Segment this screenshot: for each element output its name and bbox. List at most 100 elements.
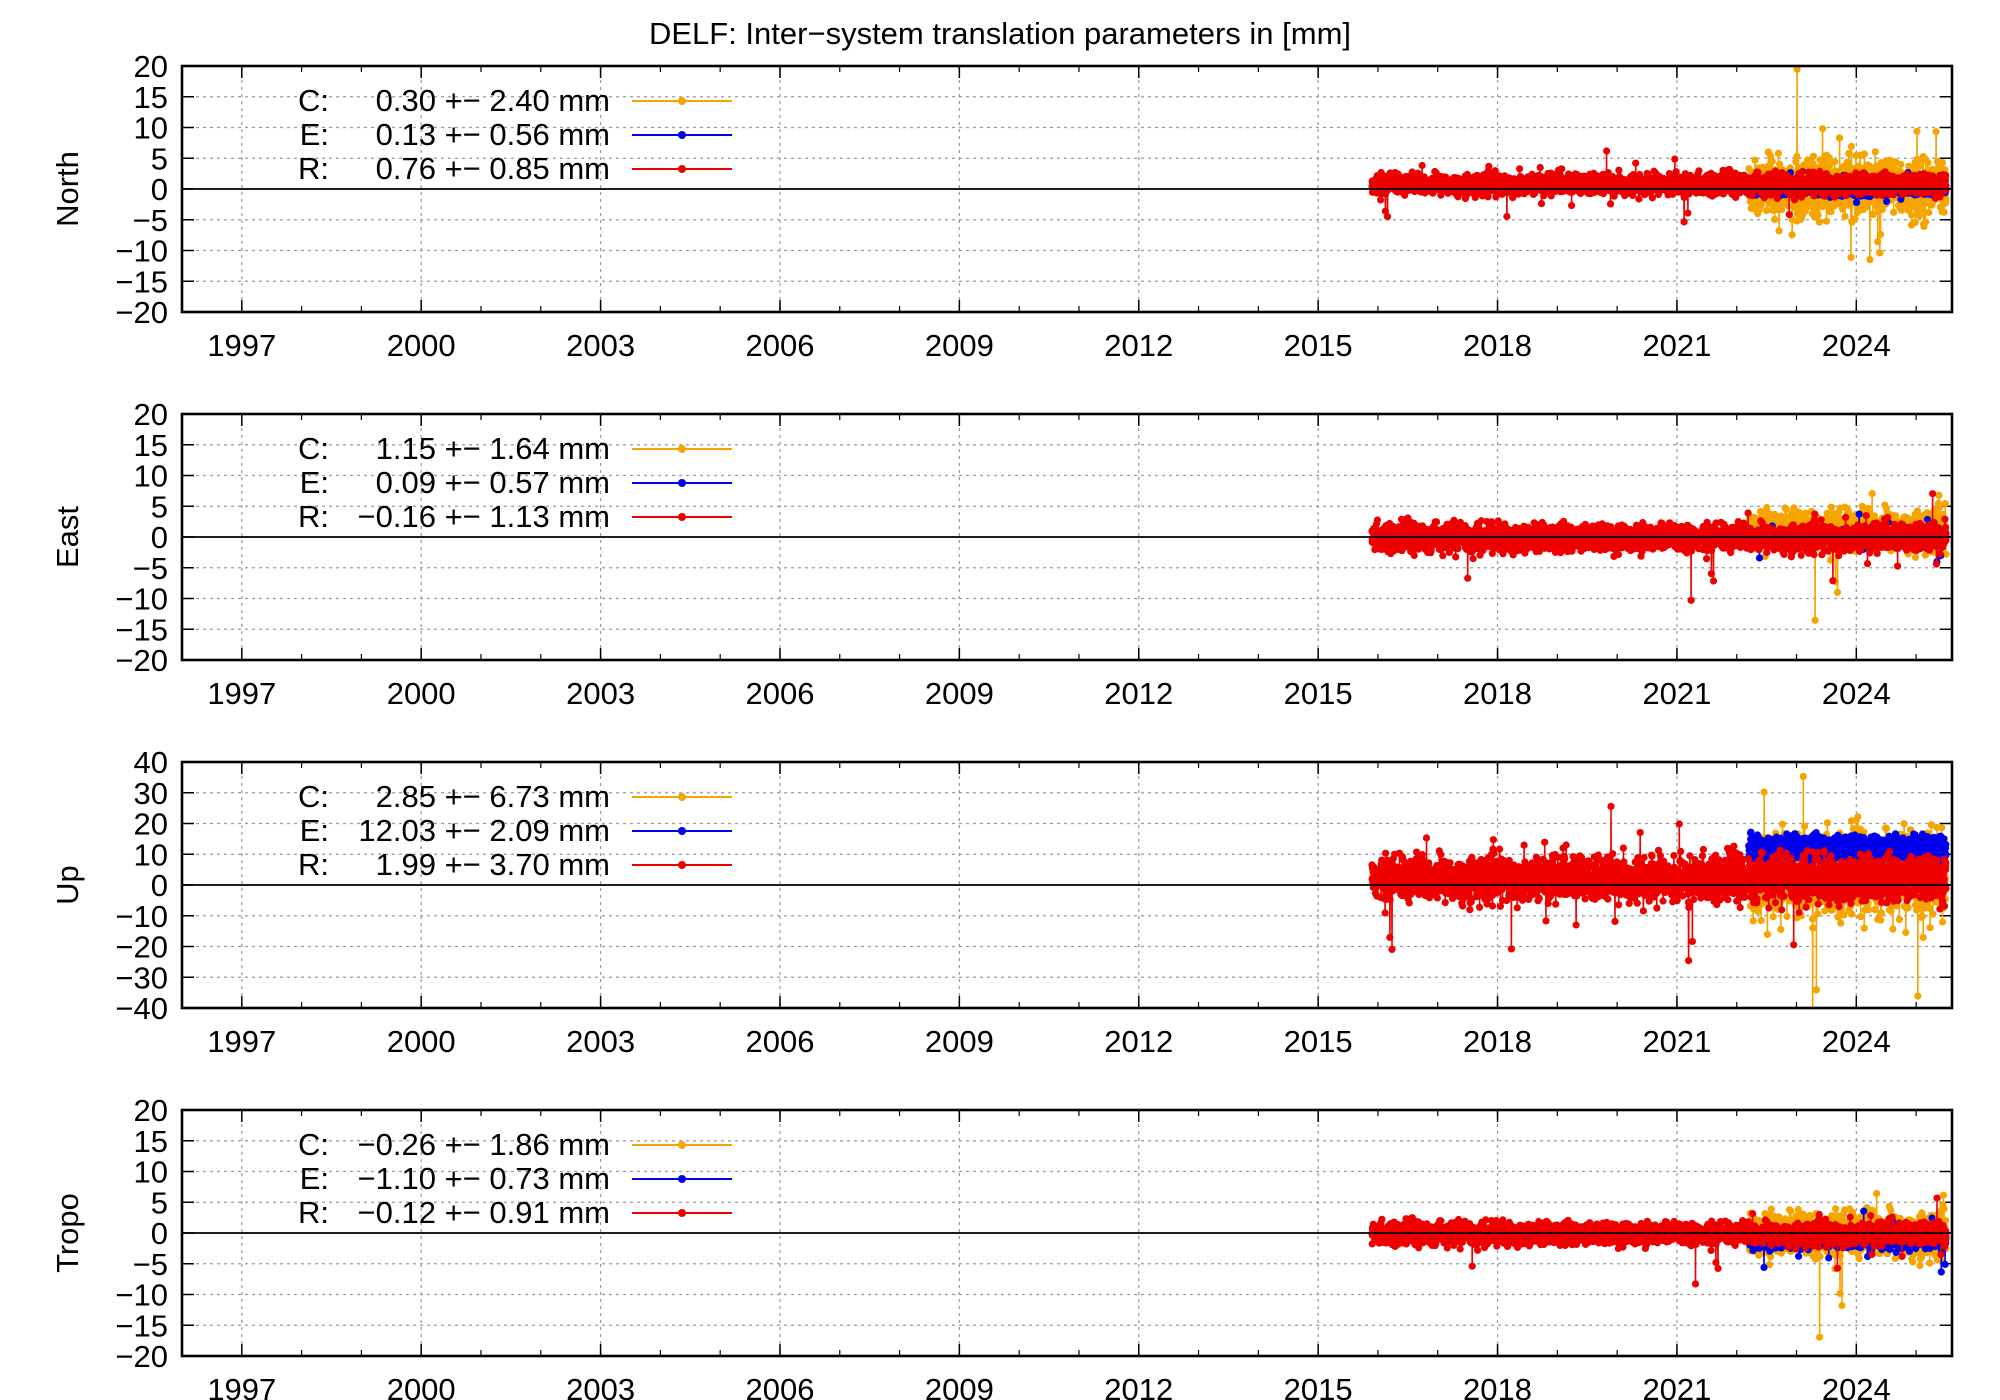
data-point-C [1771,215,1779,223]
data-point-R [1632,159,1640,167]
chart-title: DELF: Inter−system translation parameter… [649,16,1351,51]
series-C [1745,66,1950,264]
data-point-C [1788,231,1796,239]
data-point-C [1877,230,1885,239]
data-point-C [1839,205,1847,213]
data-point-C [1847,142,1855,150]
data-point-R [1603,147,1611,155]
data-point-C [1809,160,1817,168]
data-point-C [1869,210,1877,218]
y-tick-label: −5 [133,203,168,238]
data-point-C [1851,215,1859,223]
y-tick-label: −10 [115,234,168,269]
data-point-E [1883,197,1891,205]
y-tick-label: −15 [115,264,168,299]
x-tick-label: 2009 [925,328,994,363]
data-point-R [1471,193,1479,201]
data-point-C [1924,159,1932,167]
data-point-C [1814,211,1822,219]
data-point-C [1813,203,1821,212]
series-R [1368,147,1950,226]
data-point-C [1897,206,1906,214]
data-point-C [1904,206,1912,214]
data-point-C [1796,203,1804,211]
y-tick-label: 10 [134,111,168,146]
data-point-C [1774,149,1782,157]
data-point-R [1606,200,1615,208]
data-point-C [1767,152,1775,160]
data-point-R [1516,165,1524,173]
x-tick-label: 2018 [1463,328,1532,363]
data-point-R [1381,207,1389,215]
data-point-R [1568,201,1576,210]
data-point-C [1775,227,1783,235]
data-point-R [1536,163,1544,172]
data-point-R [1648,194,1656,202]
data-point-C [1847,253,1855,261]
data-point-R [1680,218,1688,226]
data-point-C [1922,218,1930,226]
data-point-C [1830,158,1839,166]
data-point-C [1843,158,1851,166]
data-point-C [1911,218,1919,227]
data-point-C [1866,256,1874,264]
data-point-C [1925,208,1933,217]
data-point-C [1932,128,1940,136]
x-tick-label: 2000 [387,328,456,363]
data-point-R [1615,166,1623,174]
data-point-C [1914,163,1923,171]
x-tick-label: 2012 [1104,328,1173,363]
data-point-C [1865,162,1873,170]
x-tick-label: 2024 [1822,328,1891,363]
data-point-R [1383,213,1392,221]
x-tick-label: 1997 [207,328,276,363]
data-point-R [1785,211,1793,219]
data-point-R [1484,193,1492,201]
data-point-C [1940,208,1948,216]
x-tick-label: 2015 [1284,328,1353,363]
data-point-R [1537,200,1546,208]
data-point-C [1822,217,1831,225]
data-point-C [1825,162,1834,170]
data-point-C [1841,212,1849,220]
data-point-C [1778,206,1786,214]
data-point-C [1762,207,1771,215]
x-tick-label: 2021 [1642,328,1711,363]
data-point-R [1695,167,1703,175]
data-point-R [1635,195,1643,203]
data-point-C [1819,125,1827,133]
data-point-C [1863,203,1871,211]
data-point-R [1773,194,1781,203]
data-point-C [1913,127,1921,135]
x-tick-label: 2003 [566,328,635,363]
data-point-R [1684,209,1692,217]
data-point-C [1908,211,1916,219]
data-point-C [1915,212,1923,220]
data-point-C [1874,238,1882,246]
data-point-C [1825,154,1833,162]
data-point-C [1878,206,1886,214]
data-point-C [1897,160,1905,168]
data-point-C [1860,150,1869,158]
data-point-C [1890,208,1898,216]
data-point-C [1871,148,1879,156]
data-point-R [1791,196,1799,204]
data-point-C [1876,249,1884,257]
data-point-C [1809,152,1817,160]
data-point-C [1793,152,1801,161]
data-point-R [1671,155,1679,163]
data-point-C [1942,196,1950,204]
data-point-R [1665,170,1673,178]
data-point-C [1836,134,1844,142]
data-point-C [1845,149,1853,157]
data-point-E [1853,198,1861,206]
data-point-R [1485,162,1493,170]
y-tick-label: 20 [134,49,168,84]
data-point-R [1558,165,1566,173]
data-layer [1368,66,1950,264]
data-point-R [1503,212,1511,221]
data-point-C [1827,207,1835,215]
data-point-C [1815,218,1823,226]
